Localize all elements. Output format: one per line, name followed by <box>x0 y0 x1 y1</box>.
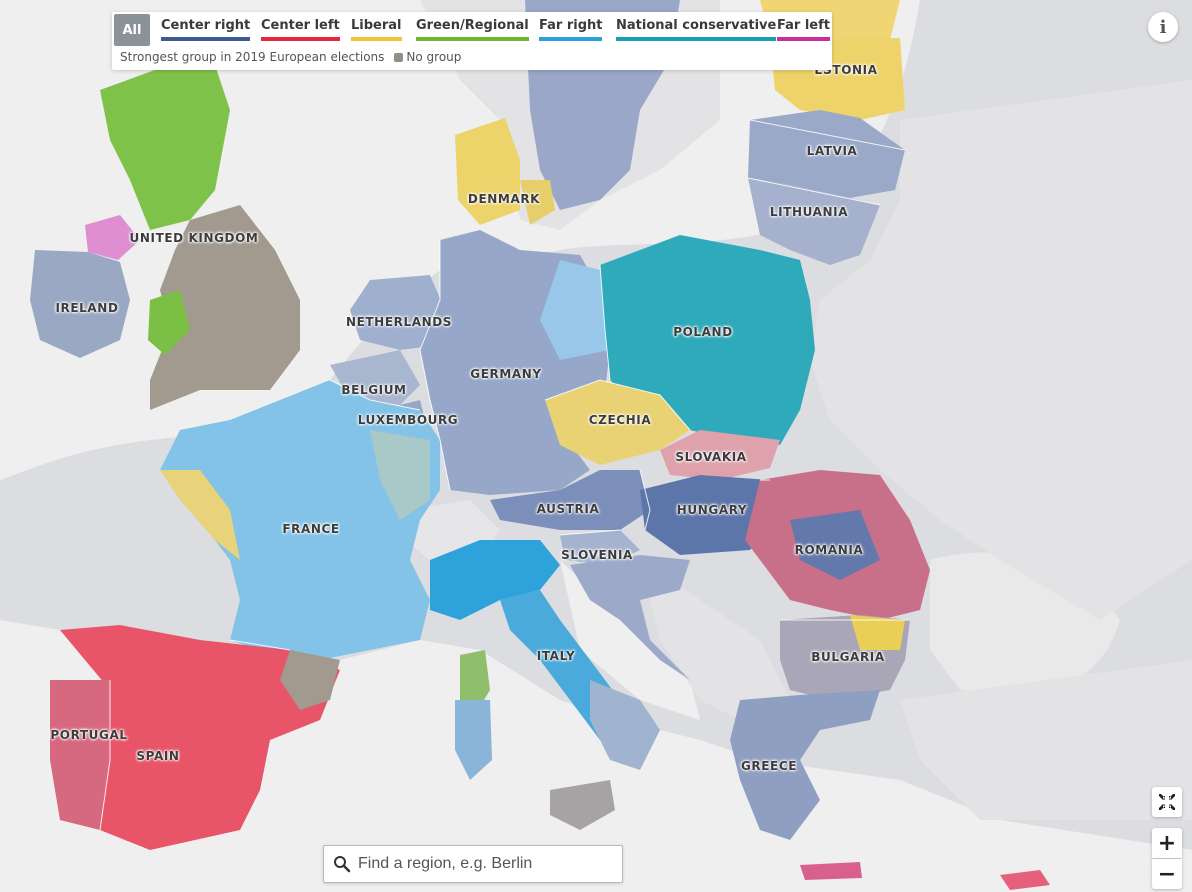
region-poland <box>600 235 815 445</box>
legend-subtitle-text: Strongest group in 2019 European electio… <box>120 50 385 64</box>
tab-center-right[interactable]: Center right <box>161 18 251 41</box>
region-romania-center <box>790 510 880 580</box>
region-slovakia <box>660 430 780 480</box>
region-germany-east <box>540 260 610 360</box>
legend-subtitle: Strongest group in 2019 European electio… <box>120 50 461 64</box>
tab-green-regional[interactable]: Green/Regional <box>416 18 529 41</box>
collapse-arrows-icon <box>1159 794 1175 810</box>
region-corsica <box>460 650 490 715</box>
region-cyprus <box>1000 870 1050 890</box>
region-sicily <box>550 780 615 830</box>
region-sardinia <box>455 700 492 780</box>
region-lithuania <box>748 178 880 265</box>
region-ireland <box>30 250 130 358</box>
region-czechia <box>545 380 690 465</box>
region-hungary <box>640 475 780 555</box>
search-input[interactable] <box>356 846 618 882</box>
region-greece <box>730 690 880 840</box>
non-eu-land-east <box>810 80 1192 620</box>
tab-national-conservative[interactable]: National conservative <box>616 18 777 41</box>
region-italy-north <box>430 540 560 620</box>
non-eu-land-balkans <box>640 560 790 720</box>
tab-liberal[interactable]: Liberal <box>351 18 402 41</box>
region-bulgaria-liberal <box>850 615 905 650</box>
info-button[interactable]: i <box>1148 12 1178 42</box>
region-denmark-zealand <box>520 180 555 225</box>
region-spain <box>60 625 340 850</box>
region-slovenia <box>560 530 640 565</box>
fit-view-button[interactable] <box>1152 787 1182 817</box>
region-scotland <box>100 50 230 230</box>
tab-center-left[interactable]: Center left <box>261 18 340 41</box>
region-france-liberal-west <box>160 470 240 560</box>
legend-panel: All Center right Center left Liberal Gre… <box>112 12 832 70</box>
region-france <box>160 380 440 660</box>
region-italy-south <box>590 680 660 770</box>
region-wales <box>148 290 190 355</box>
tab-far-left[interactable]: Far left <box>777 18 830 41</box>
search-icon <box>334 856 351 873</box>
region-denmark <box>455 118 520 225</box>
region-england <box>150 205 300 410</box>
tab-far-right[interactable]: Far right <box>539 18 603 41</box>
region-netherlands <box>350 275 445 350</box>
non-eu-land-turkey <box>900 660 1192 820</box>
region-catalonia <box>280 650 340 710</box>
region-austria <box>490 470 650 530</box>
region-croatia <box>570 555 690 680</box>
region-latvia <box>748 110 905 198</box>
region-northern-ireland <box>85 215 140 260</box>
all-groups-button[interactable]: All <box>114 14 150 46</box>
zoom-in-button[interactable]: + <box>1152 828 1182 858</box>
zoom-out-button[interactable]: − <box>1152 859 1182 889</box>
region-search <box>323 845 623 883</box>
region-portugal <box>50 680 110 830</box>
region-crete <box>800 862 862 880</box>
region-france-liberal-east <box>370 430 430 520</box>
no-group-swatch <box>394 53 404 62</box>
no-group-label: No group <box>406 50 462 64</box>
